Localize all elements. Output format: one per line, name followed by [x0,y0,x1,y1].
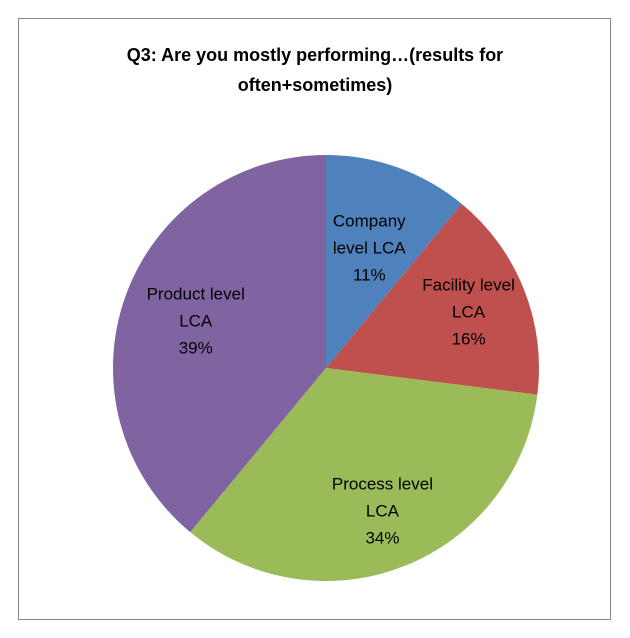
slice-value: 39% [178,338,213,358]
data-label: Company level LCA 11% [314,207,424,288]
pie-slice [112,155,326,533]
pie-slice [326,203,539,395]
slice-name: Process level LCA [331,474,433,521]
chart-border [18,18,611,620]
slice-value: 11% [352,265,386,285]
pie-slice [326,155,462,368]
data-label: Product level LCA 39% [141,281,251,362]
slice-name: Company level LCA [332,211,406,258]
chart-title: Q3: Are you mostly performing…(results f… [126,45,504,95]
slice-value: 34% [365,528,400,548]
pie-slice [190,368,538,581]
data-label: Facility level LCA 16% [414,271,524,352]
data-label: Process level LCA 34% [327,470,437,551]
slice-value: 16% [451,329,486,349]
slice-name: Product level LCA [146,284,245,331]
slice-name: Facility level LCA [422,275,515,322]
